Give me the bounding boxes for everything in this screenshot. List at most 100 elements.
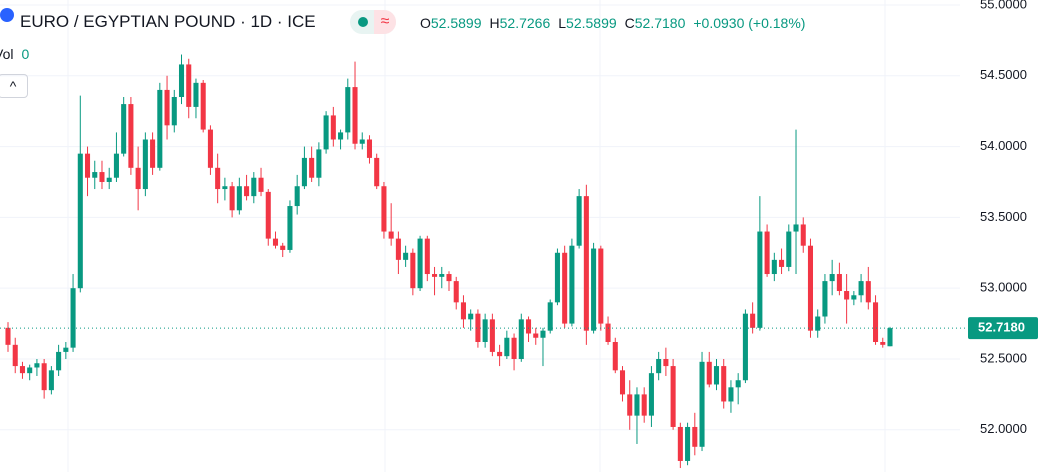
candle-body xyxy=(540,330,546,338)
ohlc-value: 52.5899 xyxy=(430,15,482,31)
candle-body xyxy=(829,274,835,282)
candle-body xyxy=(135,167,141,190)
candle-body xyxy=(323,115,329,150)
candle-body xyxy=(533,333,539,338)
candle-body xyxy=(207,129,213,168)
candle-body xyxy=(12,344,18,367)
candle-body xyxy=(699,361,705,447)
y-tick-label: 52.0000 xyxy=(980,421,1027,436)
candle-body xyxy=(873,302,879,342)
candle-body xyxy=(432,274,438,277)
candle-body xyxy=(258,177,264,192)
candle-body xyxy=(576,196,582,246)
candle-body xyxy=(460,302,466,320)
price-change: +0.0930 (+0.18%) xyxy=(693,15,806,31)
candle-body xyxy=(34,363,40,368)
candle-body xyxy=(583,196,589,331)
y-tick-label: 54.5000 xyxy=(980,67,1027,82)
candle-body xyxy=(374,157,380,187)
candle-body xyxy=(121,104,127,154)
candle-body xyxy=(19,366,25,374)
candle-body xyxy=(800,224,806,246)
last-price-label: 52.7180 xyxy=(978,320,1025,335)
candle-body xyxy=(244,186,250,197)
candle-body xyxy=(750,313,756,328)
candle-body xyxy=(200,82,206,130)
candle-body xyxy=(482,319,488,342)
candle-body xyxy=(851,295,857,300)
candle-body xyxy=(721,366,727,402)
candle-body xyxy=(265,191,271,239)
candle-body xyxy=(525,319,532,334)
candle-body xyxy=(547,302,553,331)
candle-body xyxy=(786,231,792,267)
candle-body xyxy=(294,186,300,207)
candle-body xyxy=(352,87,358,144)
candle-body xyxy=(771,259,777,275)
candle-body xyxy=(634,394,640,416)
ohlc-value: 52.7266 xyxy=(499,15,551,31)
candle-body xyxy=(215,167,221,190)
candle-body xyxy=(648,373,654,416)
candle-body xyxy=(56,351,62,371)
candle-body xyxy=(106,177,112,182)
ohlc-key: L xyxy=(558,15,567,31)
candle-body xyxy=(844,291,850,300)
candle-body xyxy=(424,238,430,275)
candle-body xyxy=(641,394,647,416)
candle-body xyxy=(5,327,11,345)
candle-body xyxy=(171,97,177,126)
candle-body xyxy=(186,64,192,107)
candle-body xyxy=(605,323,611,342)
candle-body xyxy=(417,238,423,289)
y-tick-label: 52.5000 xyxy=(980,350,1027,365)
candle-body xyxy=(388,231,394,239)
candle-body xyxy=(569,245,575,324)
candle-body xyxy=(70,288,76,348)
status-badge[interactable]: ≈ xyxy=(350,10,396,34)
candle-body xyxy=(598,248,604,324)
candle-body xyxy=(836,274,842,292)
candle-body xyxy=(178,64,185,98)
candle-body xyxy=(656,358,662,374)
candle-body xyxy=(728,387,734,402)
candle-body xyxy=(99,172,105,182)
candle-body xyxy=(113,153,119,178)
volume-value: 0 xyxy=(21,46,30,62)
candle-body xyxy=(403,252,409,260)
candle-body xyxy=(236,186,242,211)
candle-body xyxy=(395,238,401,260)
last-price-box xyxy=(968,317,1038,340)
candle-body xyxy=(807,245,814,331)
candle-body xyxy=(887,328,893,347)
candle-body xyxy=(692,426,698,447)
ohlc-key: O xyxy=(420,15,431,31)
symbol-logo xyxy=(0,8,14,22)
candle-body xyxy=(706,361,712,385)
y-tick-label: 53.5000 xyxy=(980,209,1027,224)
ohlc-value: 52.7180 xyxy=(634,15,686,31)
candle-body xyxy=(757,231,763,328)
candle-body xyxy=(793,224,799,232)
candle-body xyxy=(287,206,293,250)
collapse-button[interactable]: ^ xyxy=(0,74,28,98)
candle-body xyxy=(142,139,148,190)
candle-body xyxy=(84,153,91,178)
candle-body xyxy=(27,367,33,374)
symbol-title[interactable]: EURO / EGYPTIAN POUND · 1D · ICE xyxy=(20,12,316,31)
candle-body xyxy=(345,87,351,133)
candle-body xyxy=(251,177,257,197)
ohlc-key: H xyxy=(489,15,500,31)
candle-body xyxy=(128,104,134,168)
candle-body xyxy=(229,186,235,211)
candle-body xyxy=(562,252,568,324)
candle-body xyxy=(164,89,170,126)
candle-body xyxy=(359,139,365,144)
y-tick-label: 54.0000 xyxy=(980,138,1027,153)
candle-body xyxy=(193,82,199,107)
candle-body xyxy=(619,370,626,395)
candle-body xyxy=(446,274,452,282)
candle-body xyxy=(63,347,69,352)
